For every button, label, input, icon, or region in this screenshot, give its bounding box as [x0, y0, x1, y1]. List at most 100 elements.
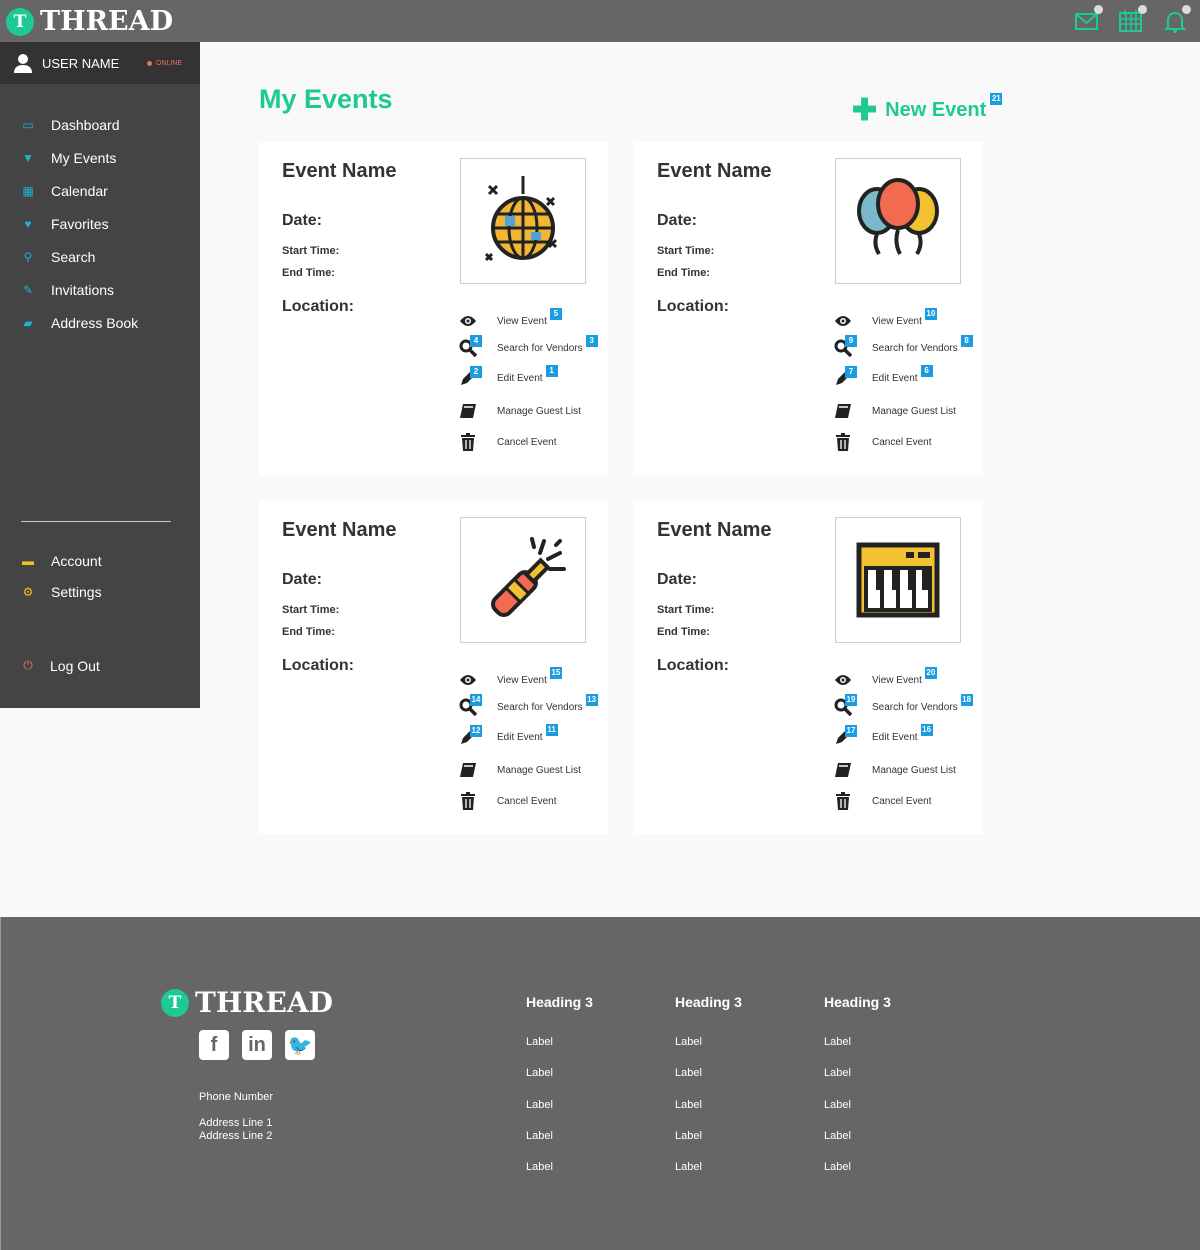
calendar-icon: ▦: [22, 183, 34, 198]
monitor-icon: ▭: [22, 117, 34, 132]
manage-guest-list-button[interactable]: Manage Guest List: [833, 761, 956, 779]
search-vendors-button[interactable]: Search for Vendors 18: [833, 694, 973, 716]
footer-link[interactable]: Label: [526, 1067, 553, 1080]
view-event-button[interactable]: View Event 5: [458, 308, 562, 330]
book-icon: [458, 402, 478, 420]
marker-badge: 8: [960, 335, 973, 347]
sidebar-item-invitations[interactable]: ✎ Invitations: [22, 281, 115, 298]
sidebar-item-search[interactable]: ⚲ Search: [0, 240, 200, 273]
footer-column: Heading 3 Label Label Label Label Label: [824, 994, 891, 1192]
sidebar-item-my-events[interactable]: ▼ My Events: [22, 149, 117, 166]
mail-icon[interactable]: [1074, 5, 1103, 34]
footer-link[interactable]: Label: [824, 1036, 851, 1048]
footer: T THREAD f in 🐦 Phone Number Address Lin…: [0, 917, 1200, 1250]
end-time-label: End Time:: [657, 267, 710, 279]
event-date-label: Date:: [282, 212, 323, 229]
view-event-button[interactable]: View Event 10: [833, 308, 937, 330]
heart-icon: ♥: [24, 216, 32, 231]
view-event-button[interactable]: View Event 15: [458, 667, 562, 689]
facebook-icon[interactable]: f: [199, 1030, 229, 1060]
footer-link[interactable]: Label: [526, 1161, 553, 1174]
calendar-icon[interactable]: [1118, 5, 1147, 34]
footer-heading: Heading 3: [824, 994, 891, 1010]
sidebar-item-settings[interactable]: ⚙ Settings: [22, 583, 102, 600]
sidebar-item-address-book[interactable]: ▰ Address Book: [0, 306, 200, 339]
footer-link[interactable]: Label: [824, 1098, 851, 1111]
event-date-label: Date:: [282, 571, 323, 588]
book-icon: [833, 402, 853, 420]
start-time-label: Start Time:: [282, 245, 340, 257]
sidebar-item-dashboard[interactable]: ▭ Dashboard: [22, 116, 120, 133]
location-label: Location:: [282, 298, 354, 315]
gears-icon: ⚙: [22, 584, 34, 599]
book-icon: ▰: [23, 315, 33, 330]
footer-link[interactable]: Label: [526, 1129, 553, 1142]
event-card: Event Name Date: Start Time: End Time: L…: [634, 501, 983, 834]
logo-mark: T: [6, 7, 34, 36]
footer-link[interactable]: Label: [824, 1067, 851, 1080]
search-vendors-button[interactable]: Search for Vendors 8: [833, 335, 973, 357]
manage-guest-list-button[interactable]: Manage Guest List: [458, 402, 581, 420]
marker-badge: 1: [545, 365, 558, 377]
sidebar: USER NAME ONLINE ▭ Dashboard ▼ My Events ▦…: [0, 42, 200, 708]
top-header: T THREAD: [0, 0, 1200, 42]
footer-link[interactable]: Label: [675, 1161, 702, 1174]
marker-badge: 9: [845, 335, 857, 347]
marker-badge: 10: [924, 308, 937, 320]
start-time-label: Start Time:: [657, 604, 715, 616]
eye-icon: [833, 312, 853, 330]
bell-icon[interactable]: [1162, 5, 1191, 34]
footer-link[interactable]: Label: [675, 1098, 702, 1111]
logo[interactable]: T THREAD: [6, 6, 173, 37]
footer-logo: T THREAD: [161, 986, 333, 1019]
manage-guest-list-button[interactable]: Manage Guest List: [458, 761, 581, 779]
footer-link[interactable]: Label: [526, 1036, 553, 1048]
footer-link[interactable]: Label: [824, 1129, 851, 1142]
sidebar-item-account[interactable]: ▬ Account: [22, 552, 102, 569]
cancel-event-button[interactable]: Cancel Event: [833, 792, 931, 810]
footer-link[interactable]: Label: [526, 1098, 553, 1111]
footer-heading: Heading 3: [675, 994, 742, 1010]
start-time-label: Start Time:: [282, 604, 340, 616]
location-label: Location:: [282, 657, 354, 674]
trash-icon: [833, 433, 853, 451]
manage-guest-list-button[interactable]: Manage Guest List: [833, 402, 956, 420]
marker-badge: 17: [845, 725, 857, 737]
piano-image: [835, 517, 961, 643]
marker-badge: 12: [470, 725, 482, 737]
new-event-button[interactable]: ✚ New Event 21: [852, 92, 1003, 127]
footer-link[interactable]: Label: [675, 1067, 702, 1080]
sidebar-divider: [21, 521, 171, 522]
marker-badge: 2: [470, 366, 482, 378]
logout-button[interactable]: ⏻ Log Out: [0, 649, 200, 682]
power-icon: ⏻: [23, 658, 33, 672]
user-icon: [14, 54, 32, 73]
marker-badge: 11: [545, 724, 558, 736]
eye-icon: [833, 671, 853, 689]
linkedin-icon[interactable]: in: [242, 1030, 272, 1060]
event-name: Event Name: [282, 519, 397, 541]
book-icon: [458, 761, 478, 779]
footer-link[interactable]: Label: [675, 1129, 702, 1142]
event-date-label: Date:: [657, 571, 698, 588]
cancel-event-button[interactable]: Cancel Event: [833, 433, 931, 451]
sidebar-item-calendar[interactable]: ▦ Calendar: [22, 182, 108, 199]
glass-icon: ▼: [22, 150, 34, 165]
marker-badge: 16: [920, 724, 933, 736]
view-event-button[interactable]: View Event 20: [833, 667, 937, 689]
marker-badge: 5: [549, 308, 562, 320]
footer-link[interactable]: Label: [675, 1036, 702, 1048]
cancel-event-button[interactable]: Cancel Event: [458, 433, 556, 451]
footer-link[interactable]: Label: [824, 1161, 851, 1174]
book-icon: [833, 761, 853, 779]
start-time-label: Start Time:: [657, 245, 715, 257]
eye-icon: [458, 671, 478, 689]
end-time-label: End Time:: [282, 267, 335, 279]
event-name: Event Name: [657, 519, 772, 541]
sidebar-item-favorites[interactable]: ♥ Favorites: [0, 207, 200, 240]
twitter-icon[interactable]: 🐦: [285, 1030, 315, 1060]
event-name: Event Name: [657, 160, 772, 182]
marker-badge: 19: [845, 694, 857, 706]
page-title: My Events: [259, 84, 393, 114]
cancel-event-button[interactable]: Cancel Event: [458, 792, 556, 810]
